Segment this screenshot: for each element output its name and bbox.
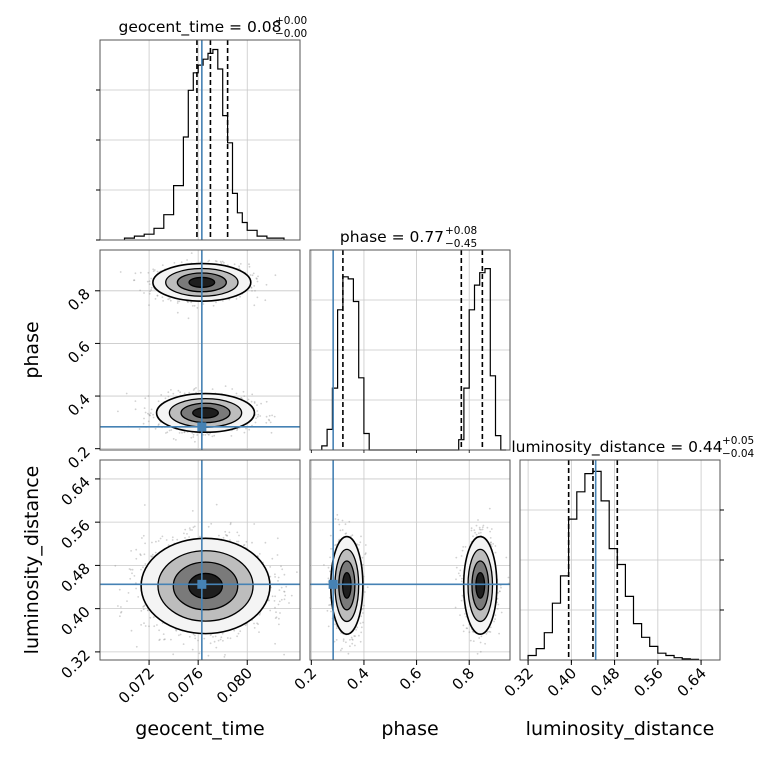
ytick-label-phase: 0.8 bbox=[64, 285, 94, 315]
hist-step-luminosity-distance bbox=[527, 470, 699, 660]
density-contour bbox=[341, 571, 352, 599]
title-luminosity-distance-sup: +0.05 bbox=[722, 435, 754, 447]
xtick-label-geocent-time: 0.076 bbox=[164, 664, 207, 707]
title-phase-sub: −0.45 bbox=[445, 238, 477, 250]
panel-frame bbox=[99, 249, 301, 451]
title-luminosity-distance-main: luminosity_distance = 0.44 bbox=[511, 438, 722, 457]
panel-luminosity-distance-vs-geocent-time bbox=[99, 459, 301, 661]
xtick-label-geocent-time: 0.072 bbox=[115, 664, 158, 707]
title-luminosity-distance-sub: −0.04 bbox=[722, 448, 754, 460]
ylabel-phase: phase bbox=[21, 321, 43, 378]
truth-marker bbox=[197, 422, 207, 432]
ytick-label-luminosity-distance: 0.32 bbox=[57, 646, 93, 682]
truth-marker bbox=[197, 579, 207, 589]
panels-layer: 0.072 0.076 0.080 0.2 0.4 0.6 0.8 0.32 0.40 0.48 0… bbox=[57, 39, 724, 707]
title-luminosity-distance: luminosity_distance = 0.44 bbox=[511, 438, 722, 457]
ytick-label-luminosity-distance: 0.56 bbox=[57, 516, 93, 552]
xtick-label-geocent-time: 0.080 bbox=[213, 664, 256, 707]
ytick-label-phase: 0.2 bbox=[64, 443, 94, 473]
ytick-label-phase: 0.6 bbox=[64, 338, 94, 368]
title-geocent-time-main: geocent_time = 0.08 bbox=[119, 18, 282, 37]
ytick-label-phase: 0.4 bbox=[64, 390, 94, 420]
hist-panel-geocent-time bbox=[96, 39, 301, 241]
panel-frame bbox=[309, 459, 511, 661]
xlabel-phase: phase bbox=[381, 718, 438, 740]
xtick-label-phase: 0.6 bbox=[396, 664, 426, 694]
density-contour bbox=[192, 407, 219, 419]
xtick-label-phase: 0.8 bbox=[448, 664, 478, 694]
title-geocent-time: geocent_time = 0.08 bbox=[119, 18, 282, 37]
xtick-label-luminosity-distance: 0.64 bbox=[674, 664, 710, 700]
title-phase-sup: +0.08 bbox=[445, 225, 477, 237]
panel-content bbox=[114, 503, 298, 658]
hist-step-phase bbox=[321, 268, 507, 451]
hist-step-geocent-time bbox=[123, 48, 285, 240]
ytick-label-luminosity-distance: 0.64 bbox=[57, 473, 93, 509]
panel-frame bbox=[99, 459, 301, 661]
panel-luminosity-distance-vs-phase bbox=[309, 459, 511, 661]
title-phase: phase = 0.77 bbox=[340, 228, 444, 246]
title-geocent-time-sup: +0.00 bbox=[275, 15, 307, 27]
xlabel-geocent-time: geocent_time bbox=[135, 718, 264, 740]
panel-content bbox=[117, 252, 277, 443]
xtick-label-luminosity-distance: 0.32 bbox=[501, 664, 537, 700]
density-contour bbox=[475, 571, 486, 599]
ylabel-luminosity-distance: luminosity_distance bbox=[21, 466, 43, 655]
title-phase-main: phase = 0.77 bbox=[340, 228, 444, 246]
hist-panel-luminosity-distance bbox=[519, 459, 724, 661]
panel-content bbox=[323, 507, 510, 655]
xtick-label-luminosity-distance: 0.40 bbox=[544, 664, 580, 700]
title-geocent-time-sub: −0.00 bbox=[275, 28, 307, 40]
hist-panel-phase bbox=[309, 249, 511, 451]
xtick-label-luminosity-distance: 0.48 bbox=[587, 664, 623, 700]
xtick-label-phase: 0.4 bbox=[343, 664, 373, 694]
xlabel-luminosity-distance: luminosity_distance bbox=[526, 718, 715, 740]
panel-frame bbox=[309, 249, 511, 451]
xtick-label-luminosity-distance: 0.56 bbox=[630, 664, 666, 700]
xtick-label-phase: 0.2 bbox=[291, 664, 321, 694]
truth-marker bbox=[328, 579, 338, 589]
ytick-label-luminosity-distance: 0.40 bbox=[57, 603, 93, 639]
ytick-label-luminosity-distance: 0.48 bbox=[57, 560, 93, 596]
panel-phase-vs-geocent-time bbox=[99, 249, 301, 451]
